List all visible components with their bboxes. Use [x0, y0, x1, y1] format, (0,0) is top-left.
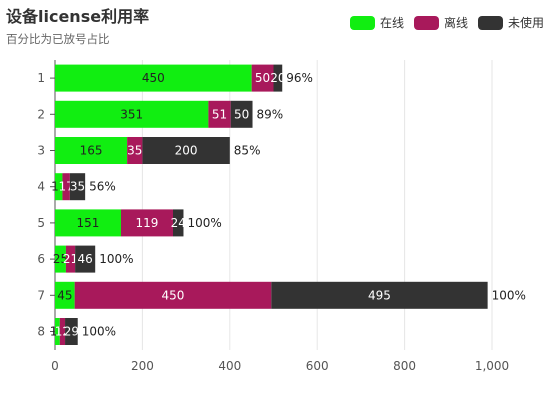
x-tick-label: 1,000	[475, 359, 509, 373]
data-label: 495	[368, 288, 391, 302]
y-tick-label: 6	[37, 252, 45, 266]
bar-online	[55, 209, 121, 237]
data-label: 35	[127, 144, 142, 158]
x-tick-label: 600	[306, 359, 329, 373]
y-tick-label: 3	[37, 144, 45, 158]
bar-offline	[120, 209, 173, 237]
x-tick-label: 400	[218, 359, 241, 373]
data-label: 450	[162, 288, 185, 302]
bar-offline	[62, 173, 70, 201]
data-label: 450	[142, 71, 165, 85]
x-tick-label: 200	[131, 359, 154, 373]
data-label: 20	[270, 71, 285, 85]
data-label: 51	[212, 107, 227, 121]
data-label: 119	[136, 216, 159, 230]
chart-subtitle: 百分比为已放号占比	[6, 32, 110, 46]
bar-online	[55, 281, 75, 309]
y-tick-label: 4	[37, 180, 45, 194]
bar-online	[55, 137, 128, 164]
bar-online	[55, 100, 209, 128]
x-tick-label: 0	[51, 359, 59, 373]
data-label: 200	[175, 144, 198, 158]
percent-label: 100%	[187, 216, 221, 230]
legend-swatch-unused	[477, 15, 503, 30]
percent-label: 85%	[234, 144, 261, 158]
bar-online	[55, 64, 252, 92]
data-label: 165	[80, 144, 103, 158]
data-label: 29	[64, 325, 79, 339]
data-label: 351	[120, 107, 143, 121]
bar-unused	[65, 318, 78, 345]
bar-unused	[172, 209, 184, 237]
bar-unused	[69, 173, 86, 201]
data-label: 45	[57, 288, 72, 302]
bar-online	[55, 173, 63, 201]
data-label: 50	[255, 71, 270, 85]
data-label: 151	[77, 216, 100, 230]
legend-label-offline: 离线	[443, 16, 468, 30]
bar-online	[55, 318, 60, 345]
legend-item-online[interactable]: 在线	[349, 14, 404, 31]
data-label: 50	[234, 107, 249, 121]
bar-offline	[65, 245, 76, 273]
chart-title: 设备license利用率	[6, 7, 150, 26]
bar-offline	[59, 318, 66, 345]
bar-unused	[271, 281, 488, 309]
percent-label: 96%	[286, 71, 313, 85]
legend-label-unused: 未使用	[507, 16, 544, 30]
legend-swatch-offline	[413, 15, 439, 30]
data-label: 46	[78, 252, 93, 266]
y-tick-label: 5	[37, 216, 45, 230]
legend: 在线 离线 未使用	[349, 14, 544, 31]
data-label: 21	[63, 252, 78, 266]
bar-unused	[142, 137, 230, 164]
y-tick-label: 1	[37, 71, 45, 85]
data-label: 35	[70, 180, 85, 194]
legend-item-unused[interactable]: 未使用	[477, 14, 544, 31]
percent-label: 100%	[492, 288, 526, 302]
bar-offline	[251, 64, 274, 92]
y-tick-label: 2	[37, 107, 45, 121]
percent-label: 56%	[89, 180, 116, 194]
legend-swatch-online	[349, 15, 375, 30]
percent-label: 89%	[257, 107, 284, 121]
data-label: 24	[171, 216, 186, 230]
y-tick-label: 8	[37, 325, 45, 339]
bar-unused	[230, 100, 253, 128]
bar-unused	[273, 64, 283, 92]
bar-online	[55, 245, 66, 273]
bar-offline	[127, 137, 143, 164]
bar-offline	[74, 281, 272, 309]
bar-unused	[75, 245, 96, 273]
percent-label: 100%	[82, 325, 116, 339]
percent-label: 100%	[99, 252, 133, 266]
data-label: 25	[53, 252, 68, 266]
legend-label-online: 在线	[379, 16, 404, 30]
y-tick-label: 7	[37, 288, 45, 302]
bar-offline	[208, 100, 231, 128]
legend-item-offline[interactable]: 离线	[413, 14, 468, 31]
x-tick-label: 800	[393, 359, 416, 373]
